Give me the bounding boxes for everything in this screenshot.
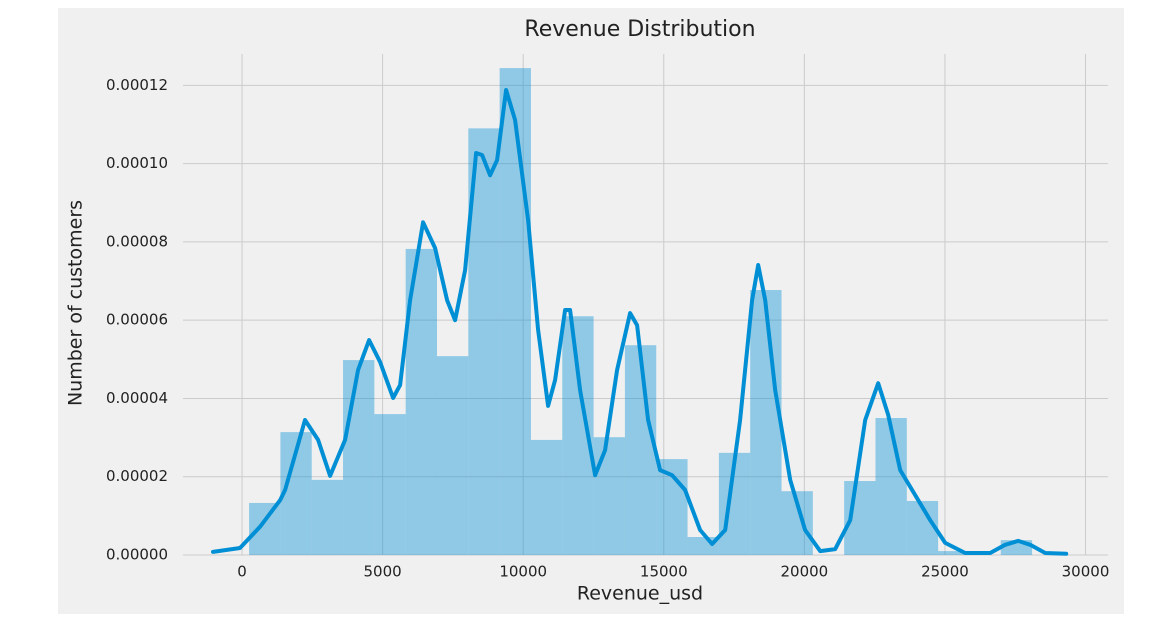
y-tick-label: 0.00010 xyxy=(106,154,168,172)
x-tick-label: 0 xyxy=(237,563,247,581)
histogram-bar xyxy=(311,479,344,555)
histogram-bar xyxy=(938,551,970,555)
x-tick-label: 25000 xyxy=(921,563,969,581)
histogram-bar xyxy=(374,414,406,555)
y-tick-label: 0.00004 xyxy=(106,389,168,407)
histogram-bar xyxy=(593,437,625,555)
histogram-bar xyxy=(875,418,907,555)
y-tick-label: 0.00002 xyxy=(106,467,168,485)
histogram-bar xyxy=(750,290,782,555)
x-tick-label: 5000 xyxy=(364,563,402,581)
x-tick-label: 30000 xyxy=(1062,563,1110,581)
histogram-bar xyxy=(343,360,375,555)
x-tick-label: 20000 xyxy=(780,563,828,581)
histogram-bar xyxy=(499,68,531,555)
chart-title: Revenue Distribution xyxy=(524,17,755,42)
y-tick-label: 0.00000 xyxy=(106,546,168,564)
y-tick-label: 0.00006 xyxy=(106,311,168,329)
y-tick-label: 0.00012 xyxy=(106,76,168,94)
y-tick-label: 0.00008 xyxy=(106,232,168,250)
figure-background xyxy=(58,8,1124,614)
histogram-bar xyxy=(249,502,281,555)
kde-line xyxy=(211,88,1069,556)
y-axis-label: Number of customers xyxy=(65,200,87,406)
x-tick-label: 10000 xyxy=(499,563,547,581)
histogram-bar xyxy=(530,439,563,555)
x-tick-label: 15000 xyxy=(640,563,688,581)
x-axis-label: Revenue_usd xyxy=(577,583,703,605)
histogram-bar xyxy=(624,345,657,555)
histogram-bar xyxy=(436,356,469,555)
